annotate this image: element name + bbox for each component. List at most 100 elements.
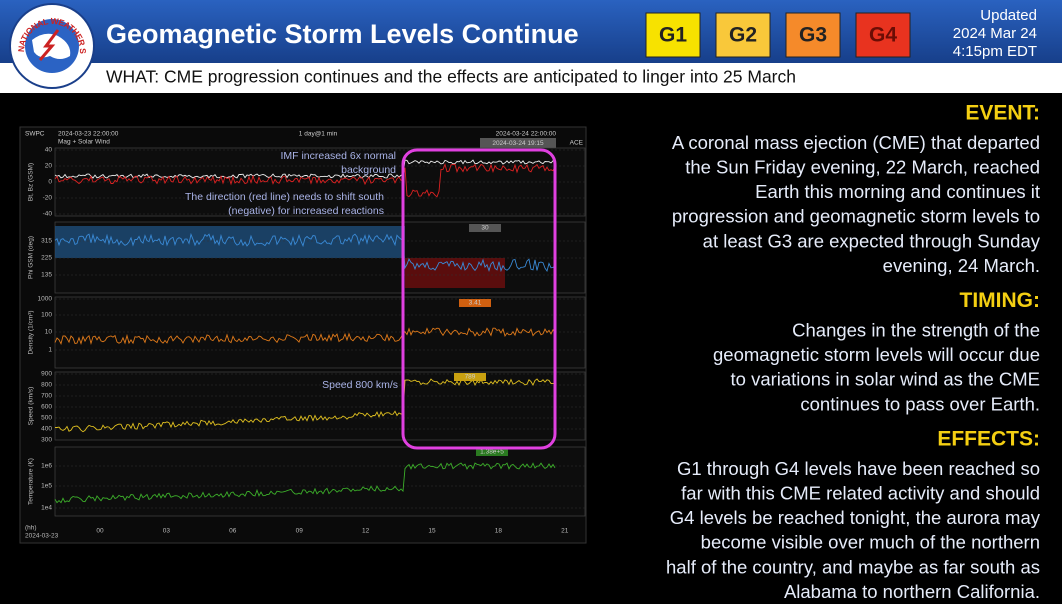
readout: 30 — [481, 225, 489, 232]
y-tick-label: 315 — [41, 238, 52, 245]
badge-label: G3 — [799, 24, 827, 47]
trace — [54, 327, 556, 346]
y-tick-label: 1 — [48, 347, 52, 354]
current-box — [480, 138, 556, 148]
section-line: Changes in the strength of the — [792, 319, 1040, 340]
section-line: G1 through G4 levels have been reached s… — [677, 458, 1040, 479]
panel-title: Speed (km/s) — [28, 387, 35, 426]
y-tick-label: 100 — [41, 312, 52, 319]
x-tick-label: 12 — [362, 528, 370, 535]
trace — [54, 162, 556, 198]
y-tick-label: 1e4 — [41, 505, 52, 512]
section-heading: EVENT: — [965, 102, 1040, 125]
plot-instrument: ACE — [570, 140, 584, 147]
section-line: the Sun Friday evening, 22 March, reache… — [685, 156, 1040, 177]
section-line: G4 levels be reached tonight, the aurora… — [670, 507, 1041, 528]
section-line: far with this CME related activity and s… — [681, 482, 1040, 503]
y-tick-label: 500 — [41, 415, 52, 422]
phi-band — [405, 258, 505, 288]
y-tick-label: 700 — [41, 393, 52, 400]
trace — [54, 159, 556, 179]
axis-date: 2024-03-23 — [25, 533, 59, 540]
panel — [54, 446, 586, 517]
y-tick-label: 0 — [48, 179, 52, 186]
plot-subtitle: Mag + Solar Wind — [58, 139, 110, 146]
y-tick-label: 600 — [41, 404, 52, 411]
badge — [855, 12, 911, 58]
y-tick-label: 300 — [41, 437, 52, 444]
readout-box — [476, 448, 508, 456]
panel-title: Phi GSM (deg) — [28, 236, 35, 279]
panel-title: Bt, Bz (GSM) — [28, 163, 35, 201]
panel — [54, 371, 586, 441]
panel-title: Density (1/cm³) — [28, 310, 35, 354]
y-tick-label: 800 — [41, 382, 52, 389]
plot-end: 2024-03-24 22:00:00 — [496, 131, 557, 138]
section-line: A coronal mass ejection (CME) that depar… — [672, 132, 1040, 153]
section-line: at least G3 are expected through Sunday — [703, 230, 1041, 251]
x-tick-label: 06 — [229, 528, 237, 535]
x-tick-label: 15 — [428, 528, 436, 535]
axis-unit: (hh) — [25, 525, 37, 532]
y-tick-label: -20 — [43, 195, 53, 202]
readout: 1.38e+5 — [480, 449, 504, 456]
subheader-bar — [0, 63, 1062, 93]
badge-label: G2 — [729, 24, 757, 47]
readout-box — [454, 373, 486, 381]
y-tick-label: 900 — [41, 371, 52, 378]
trace — [55, 378, 556, 433]
x-tick-label: 21 — [561, 528, 569, 535]
section-heading: TIMING: — [960, 289, 1040, 312]
annotation: background — [341, 164, 396, 176]
title: Geomagnetic Storm Levels Continue — [106, 19, 579, 49]
readout-box — [469, 224, 501, 232]
section-line: progression and geomagnetic storm levels… — [672, 206, 1040, 227]
readout: 789 — [465, 374, 476, 381]
x-tick-label: 09 — [296, 528, 304, 535]
annotation: (negative) for increased reactions — [228, 205, 384, 217]
y-tick-label: 1000 — [38, 296, 53, 303]
updated-text: 4:15pm EDT — [953, 43, 1037, 60]
section-line: continues to pass over Earth. — [800, 393, 1040, 414]
y-tick-label: 10 — [45, 329, 53, 336]
phi-band — [55, 226, 405, 258]
y-tick-label: 400 — [41, 426, 52, 433]
plot-start: 2024-03-23 22:00:00 — [58, 131, 119, 138]
trace — [54, 232, 556, 273]
readout-box — [459, 299, 491, 307]
badge-label: G1 — [659, 24, 687, 47]
badge-label: G4 — [869, 24, 897, 47]
updated-text: 2024 Mar 24 — [953, 25, 1037, 42]
annotation: IMF increased 6x normal — [280, 150, 396, 162]
y-tick-label: 135 — [41, 272, 52, 279]
x-tick-label: 00 — [96, 528, 104, 535]
plot-current: 2024-03-24 19:15 — [492, 140, 544, 147]
section-line: evening, 24 March. — [883, 255, 1040, 276]
y-tick-label: 20 — [45, 163, 53, 170]
panel — [54, 296, 586, 369]
badge — [715, 12, 771, 58]
section-line: to variations in solar wind as the CME — [731, 369, 1041, 390]
section-line: become visible over much of the northern — [701, 532, 1040, 553]
y-tick-label: 40 — [45, 147, 53, 154]
x-tick-label: 03 — [163, 528, 171, 535]
section-line: Alabama to northern California. — [784, 581, 1040, 602]
badge — [785, 12, 841, 58]
section-heading: EFFECTS: — [937, 428, 1040, 451]
highlight-box — [401, 148, 557, 450]
trace — [54, 462, 556, 504]
y-tick-label: 1e6 — [41, 463, 52, 470]
section-line: Earth this morning and continues it — [755, 181, 1040, 202]
panel-title: Temperature (K) — [28, 458, 35, 505]
x-tick-label: 18 — [495, 528, 503, 535]
annotation: Speed 800 km/s — [322, 379, 398, 391]
updated-text: Updated — [980, 7, 1037, 24]
section-line: half of the country, and maybe as far so… — [666, 556, 1040, 577]
badge — [645, 12, 701, 58]
y-tick-label: 1e5 — [41, 483, 52, 490]
section-line: geomagnetic storm levels will occur due — [713, 344, 1040, 365]
subtitle: WHAT: CME progression continues and the … — [106, 67, 796, 87]
plot-interval: 1 day@1 min — [299, 131, 338, 138]
y-tick-label: 225 — [41, 255, 52, 262]
